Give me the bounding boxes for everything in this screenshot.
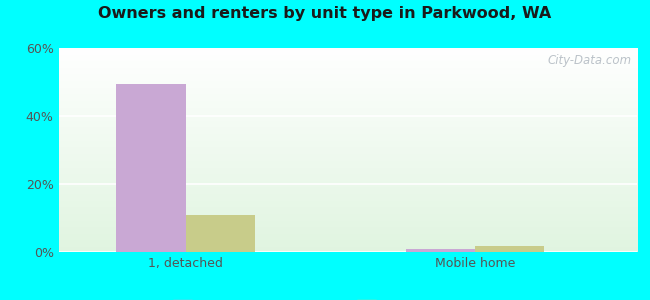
Bar [406,249,475,252]
Legend: Owner occupied units, Renter occupied units: Owner occupied units, Renter occupied un… [168,295,527,300]
Text: City-Data.com: City-Data.com [547,54,631,67]
Bar [116,84,186,252]
Text: Owners and renters by unit type in Parkwood, WA: Owners and renters by unit type in Parkw… [98,6,552,21]
Bar [475,246,545,252]
Bar [186,214,255,252]
